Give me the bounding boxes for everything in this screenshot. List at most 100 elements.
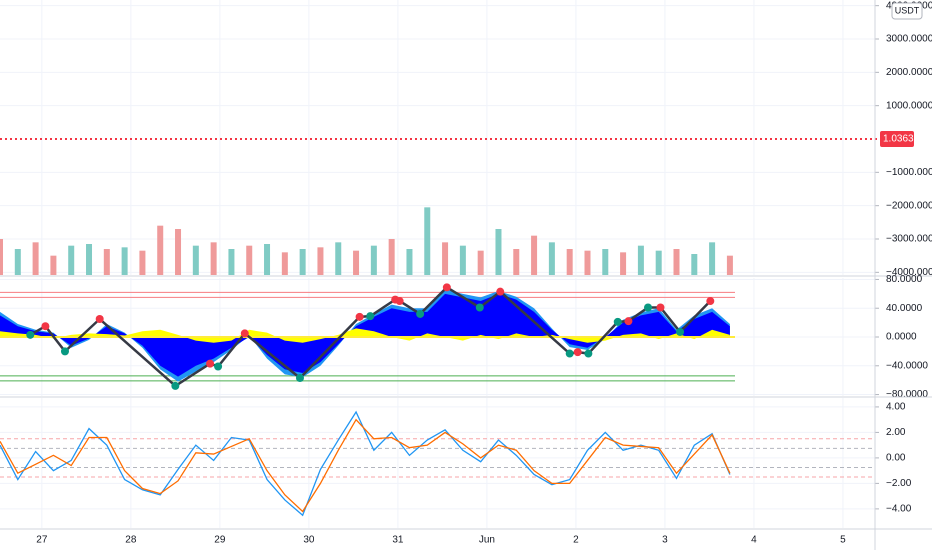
y-tick-label: −2.00: [886, 478, 912, 489]
volume-bar: [68, 245, 75, 275]
x-tick-label: 28: [125, 535, 137, 546]
line: [0, 410, 731, 517]
pivot-dot: [95, 315, 104, 324]
y-tick-label: 3000.0000: [886, 34, 932, 45]
y-tick-label: −40.0000: [886, 360, 928, 371]
volume-bar: [602, 249, 609, 275]
volume-bar: [477, 250, 484, 275]
volume-bar: [691, 254, 698, 275]
pivot-dot: [171, 381, 180, 390]
price-label: 1.0363: [883, 134, 914, 145]
x-tick-label: 5: [840, 535, 846, 546]
volume-bar: [50, 255, 57, 275]
volume-bar: [192, 245, 199, 275]
unit-label: USDT: [895, 5, 920, 15]
x-tick-label: 30: [303, 535, 315, 546]
volume-bar: [14, 249, 21, 275]
volume-bar: [370, 245, 377, 275]
y-tick-label: 4.00: [886, 402, 906, 413]
y-tick-label: −4.00: [886, 504, 912, 515]
pivot-dot: [416, 309, 425, 318]
pivot-dot: [442, 283, 451, 292]
volume-bar: [175, 229, 182, 275]
y-tick-label: −2000.0000: [886, 200, 932, 211]
volume-bar: [139, 250, 146, 275]
volume-bar: [637, 245, 644, 275]
pivot-dot: [613, 317, 622, 326]
pivot-dot: [355, 312, 364, 321]
volume-bar: [388, 239, 395, 275]
pivot-dot: [706, 297, 715, 306]
volume-bar: [210, 242, 217, 275]
volume-bar: [673, 249, 680, 275]
volume-bar: [726, 255, 733, 275]
volume-bar: [353, 250, 360, 275]
pivot-dot: [565, 349, 574, 358]
pivot-dot: [475, 303, 484, 312]
y-tick-label: 0.00: [886, 453, 906, 464]
pivot-dot: [624, 317, 633, 326]
pivot-dot: [573, 348, 582, 357]
pivot-dot: [295, 374, 304, 383]
volume-bar: [317, 247, 324, 275]
volume-bar: [103, 249, 110, 275]
volume-bar: [548, 242, 555, 275]
pivot-dot: [206, 359, 215, 368]
unit-box: [891, 2, 923, 20]
volume-bar: [424, 207, 431, 275]
volume-bar: [709, 242, 716, 275]
volume-bar: [121, 247, 128, 275]
volume-bar: [299, 249, 306, 275]
x-tick-label: 29: [214, 535, 226, 546]
volume-bar: [655, 250, 662, 275]
y-tick-label: 1000.0000: [886, 100, 932, 111]
pivot-dot: [656, 303, 665, 312]
y-tick-label: −80.0000: [886, 389, 928, 400]
volume-bar: [442, 242, 449, 275]
pivot-dot: [676, 327, 685, 336]
pivot-dot: [60, 347, 69, 356]
pivot-dot: [26, 330, 35, 339]
y-tick-label: 40.0000: [886, 303, 923, 314]
pivot-dot: [366, 312, 375, 321]
area: [0, 328, 730, 343]
x-tick-label: 3: [662, 535, 668, 546]
pivot-dot: [41, 322, 50, 331]
y-tick-label: 0.0000: [886, 332, 917, 343]
volume-bar: [86, 244, 93, 275]
volume-bar: [513, 249, 520, 275]
x-tick-label: 2: [573, 535, 579, 546]
volume-bar: [584, 250, 591, 275]
volume-bar: [566, 249, 573, 275]
pivot-dot: [214, 362, 223, 371]
volume-bar: [495, 229, 502, 275]
y-tick-label: 80.0000: [886, 274, 923, 285]
x-tick-label: 4: [751, 535, 757, 546]
line: [0, 418, 731, 513]
y-tick-label: −3000.0000: [886, 234, 932, 245]
x-tick-label: 27: [36, 535, 48, 546]
volume-bar: [335, 242, 342, 275]
pivot-dot: [395, 297, 404, 306]
x-tick-label: 31: [392, 535, 404, 546]
volume-bar: [406, 249, 413, 275]
x-tick-label: Jun: [479, 535, 495, 546]
volume-bar: [228, 249, 235, 275]
volume-bar: [0, 239, 3, 275]
y-tick-label: −1000.0000: [886, 167, 932, 178]
volume-bar: [157, 225, 164, 275]
pivot-dot: [496, 287, 505, 296]
y-tick-label: 2.00: [886, 427, 906, 438]
volume-bar: [459, 245, 466, 275]
pivot-dot: [584, 349, 593, 358]
y-tick-label: −4000.0000: [886, 267, 932, 278]
pivot-dot: [644, 303, 653, 312]
volume-bar: [531, 235, 538, 275]
volume-bar: [246, 245, 253, 275]
y-tick-label: 2000.0000: [886, 67, 932, 78]
pivot-dot: [240, 329, 249, 338]
volume-bar: [264, 244, 271, 275]
price-label-box: [880, 130, 914, 147]
volume-bar: [281, 252, 288, 275]
